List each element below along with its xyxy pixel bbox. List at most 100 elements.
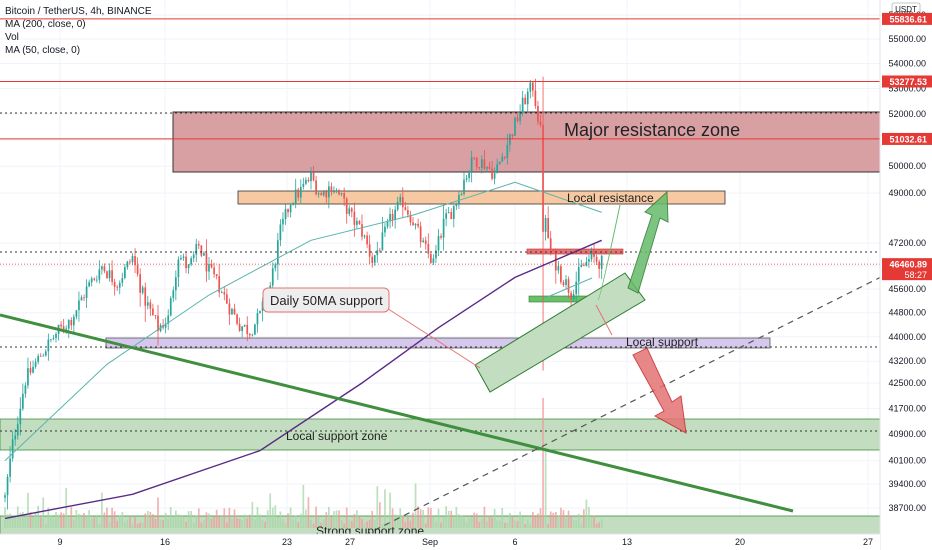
volume-bar	[98, 523, 101, 528]
candle-body	[55, 333, 57, 339]
candle-body	[516, 117, 519, 121]
indicator-ma50-legend[interactable]: MA (50, close, 0)	[5, 45, 81, 56]
candle-body	[14, 435, 17, 440]
volume-bar	[452, 518, 455, 528]
candle-body	[134, 256, 136, 266]
candle-body	[532, 82, 534, 91]
candle-body	[129, 261, 131, 263]
volume-bar	[322, 519, 325, 528]
candle-body	[294, 189, 297, 204]
candle-body	[52, 338, 55, 339]
candle-body	[39, 355, 42, 357]
daily-50ma-label: Daily 50MA support	[270, 293, 383, 308]
volume-bar	[539, 508, 542, 528]
candle-body	[399, 197, 402, 202]
indicator-ma200-legend[interactable]: MA (200, close, 0)	[5, 19, 86, 30]
candle-body	[73, 316, 75, 326]
volume-bar	[256, 506, 259, 528]
candle-body	[101, 266, 103, 270]
candle-body	[152, 308, 154, 316]
volume-bar	[108, 521, 111, 528]
candle-body	[251, 334, 254, 336]
volume-bar	[88, 510, 90, 528]
candle-body	[310, 172, 312, 182]
volume-bar	[233, 509, 236, 528]
volume-bar	[325, 512, 328, 528]
candle-body	[506, 144, 509, 159]
candle-body	[175, 277, 177, 291]
candle-body	[187, 264, 190, 269]
volume-bar	[208, 513, 210, 528]
volume-bar	[185, 521, 187, 528]
time-tick-label: 16	[160, 537, 170, 547]
candle-body	[118, 282, 121, 288]
volume-bar	[526, 519, 529, 528]
candle-body	[435, 250, 437, 259]
time-tick-label: 13	[622, 537, 632, 547]
volume-bar	[243, 514, 246, 528]
price-tick-label: 45600.00	[888, 284, 926, 294]
volume-bar	[116, 520, 119, 528]
candle-body	[437, 235, 440, 251]
volume-bar	[399, 508, 402, 528]
volume-bar	[503, 522, 506, 528]
candle-body	[299, 186, 302, 198]
candle-body	[475, 157, 478, 168]
volume-bar	[277, 516, 279, 528]
indicator-vol-legend[interactable]: Vol	[5, 32, 19, 43]
volume-bar	[557, 515, 560, 528]
volume-bar	[67, 517, 70, 528]
volume-bar	[307, 497, 310, 528]
candle-body	[537, 106, 539, 122]
descending-trendline	[0, 313, 794, 513]
candle-body	[590, 251, 593, 260]
candle-body	[62, 326, 65, 330]
rising-channel	[474, 272, 646, 393]
candle-body	[246, 324, 249, 335]
volume-bar	[144, 513, 147, 528]
chart-labels: Major resistance zone Local resistance Dai…	[262, 120, 740, 538]
candle-body	[103, 266, 106, 272]
volume-bar	[547, 523, 549, 528]
volume-bar	[343, 523, 345, 528]
volume-bar	[534, 516, 537, 528]
volume-bar	[279, 511, 282, 528]
volume-bar	[190, 510, 192, 528]
candle-body	[149, 302, 152, 309]
candle-body	[322, 191, 325, 196]
bearish-arrow	[632, 347, 687, 434]
candle-body	[292, 203, 294, 205]
volume-bar	[62, 513, 65, 528]
volume-bar	[570, 516, 572, 528]
local-support-zone-label: Local support zone	[286, 429, 388, 443]
volume-bar	[228, 507, 231, 528]
volume-bar	[427, 507, 430, 528]
candle-body	[47, 339, 50, 352]
candle-body	[37, 355, 39, 362]
candle-body	[200, 245, 203, 256]
volume-bar	[141, 522, 144, 528]
volume-bar	[134, 516, 136, 528]
candle-body	[254, 324, 256, 335]
candle-body	[366, 235, 368, 245]
candle-body	[549, 238, 552, 251]
local-resistance-zone	[237, 190, 726, 205]
volume-bar	[386, 523, 389, 528]
candle-body	[368, 244, 371, 257]
candle-body	[488, 166, 491, 169]
volume-bar	[465, 522, 468, 528]
candle-body	[598, 261, 600, 269]
volume-bar	[289, 507, 292, 528]
candle-body	[11, 439, 14, 459]
candle-body	[498, 161, 501, 165]
candle-body	[317, 193, 320, 195]
candle-body	[287, 209, 289, 213]
candle-body	[144, 287, 147, 306]
volume-bar	[197, 508, 200, 528]
volume-bar	[297, 522, 300, 528]
volume-bar	[37, 505, 39, 528]
candle-body	[85, 286, 88, 298]
candle-body	[580, 264, 583, 268]
